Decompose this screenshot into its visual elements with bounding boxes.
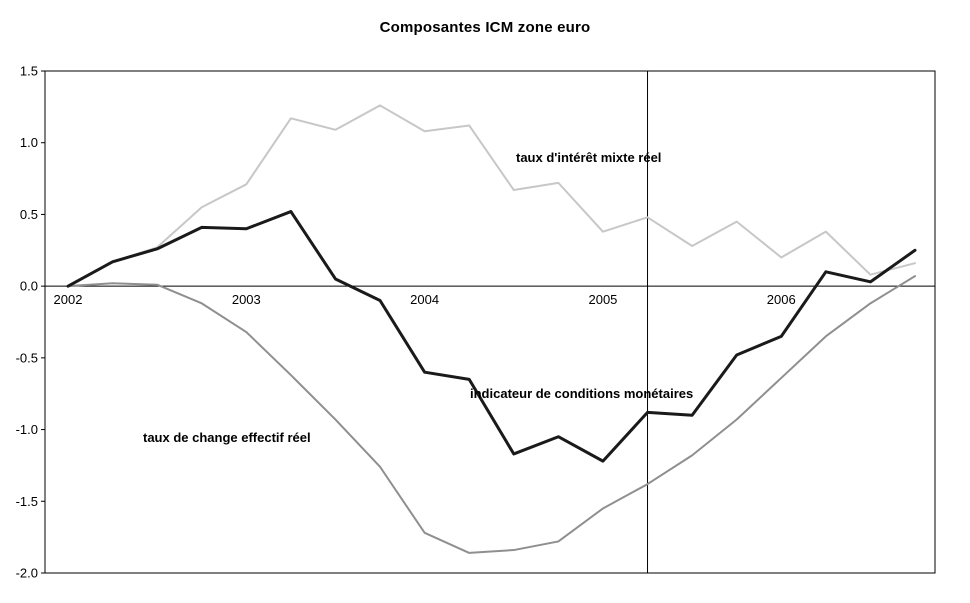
series-line <box>66 210 917 463</box>
chart-title: Composantes ICM zone euro <box>379 19 591 36</box>
y-tick-label: -0.5 <box>16 350 38 365</box>
series-line <box>67 275 916 554</box>
y-tick-label: 1.0 <box>20 135 38 150</box>
x-tick-label: 2003 <box>232 292 261 307</box>
y-tick-label: 0.5 <box>20 207 38 222</box>
y-tick-label: 1.5 <box>20 64 38 79</box>
x-tick-label: 2002 <box>54 292 83 307</box>
y-tick-label: 0.0 <box>20 279 38 294</box>
y-tick-label: -1.5 <box>16 494 38 509</box>
series-line <box>67 104 916 288</box>
x-tick-label: 2006 <box>767 292 796 307</box>
series-annotation: taux d'intérêt mixte réel <box>516 150 662 165</box>
y-tick-label: -1.0 <box>16 422 38 437</box>
series-annotation: taux de change effectif réel <box>143 430 311 445</box>
plot-border <box>44 70 936 574</box>
x-tick-label: 2004 <box>410 292 439 307</box>
series-annotation: indicateur de conditions monétaires <box>470 386 694 401</box>
x-tick-label: 2005 <box>588 292 617 307</box>
y-tick-label: -2.0 <box>16 566 38 581</box>
